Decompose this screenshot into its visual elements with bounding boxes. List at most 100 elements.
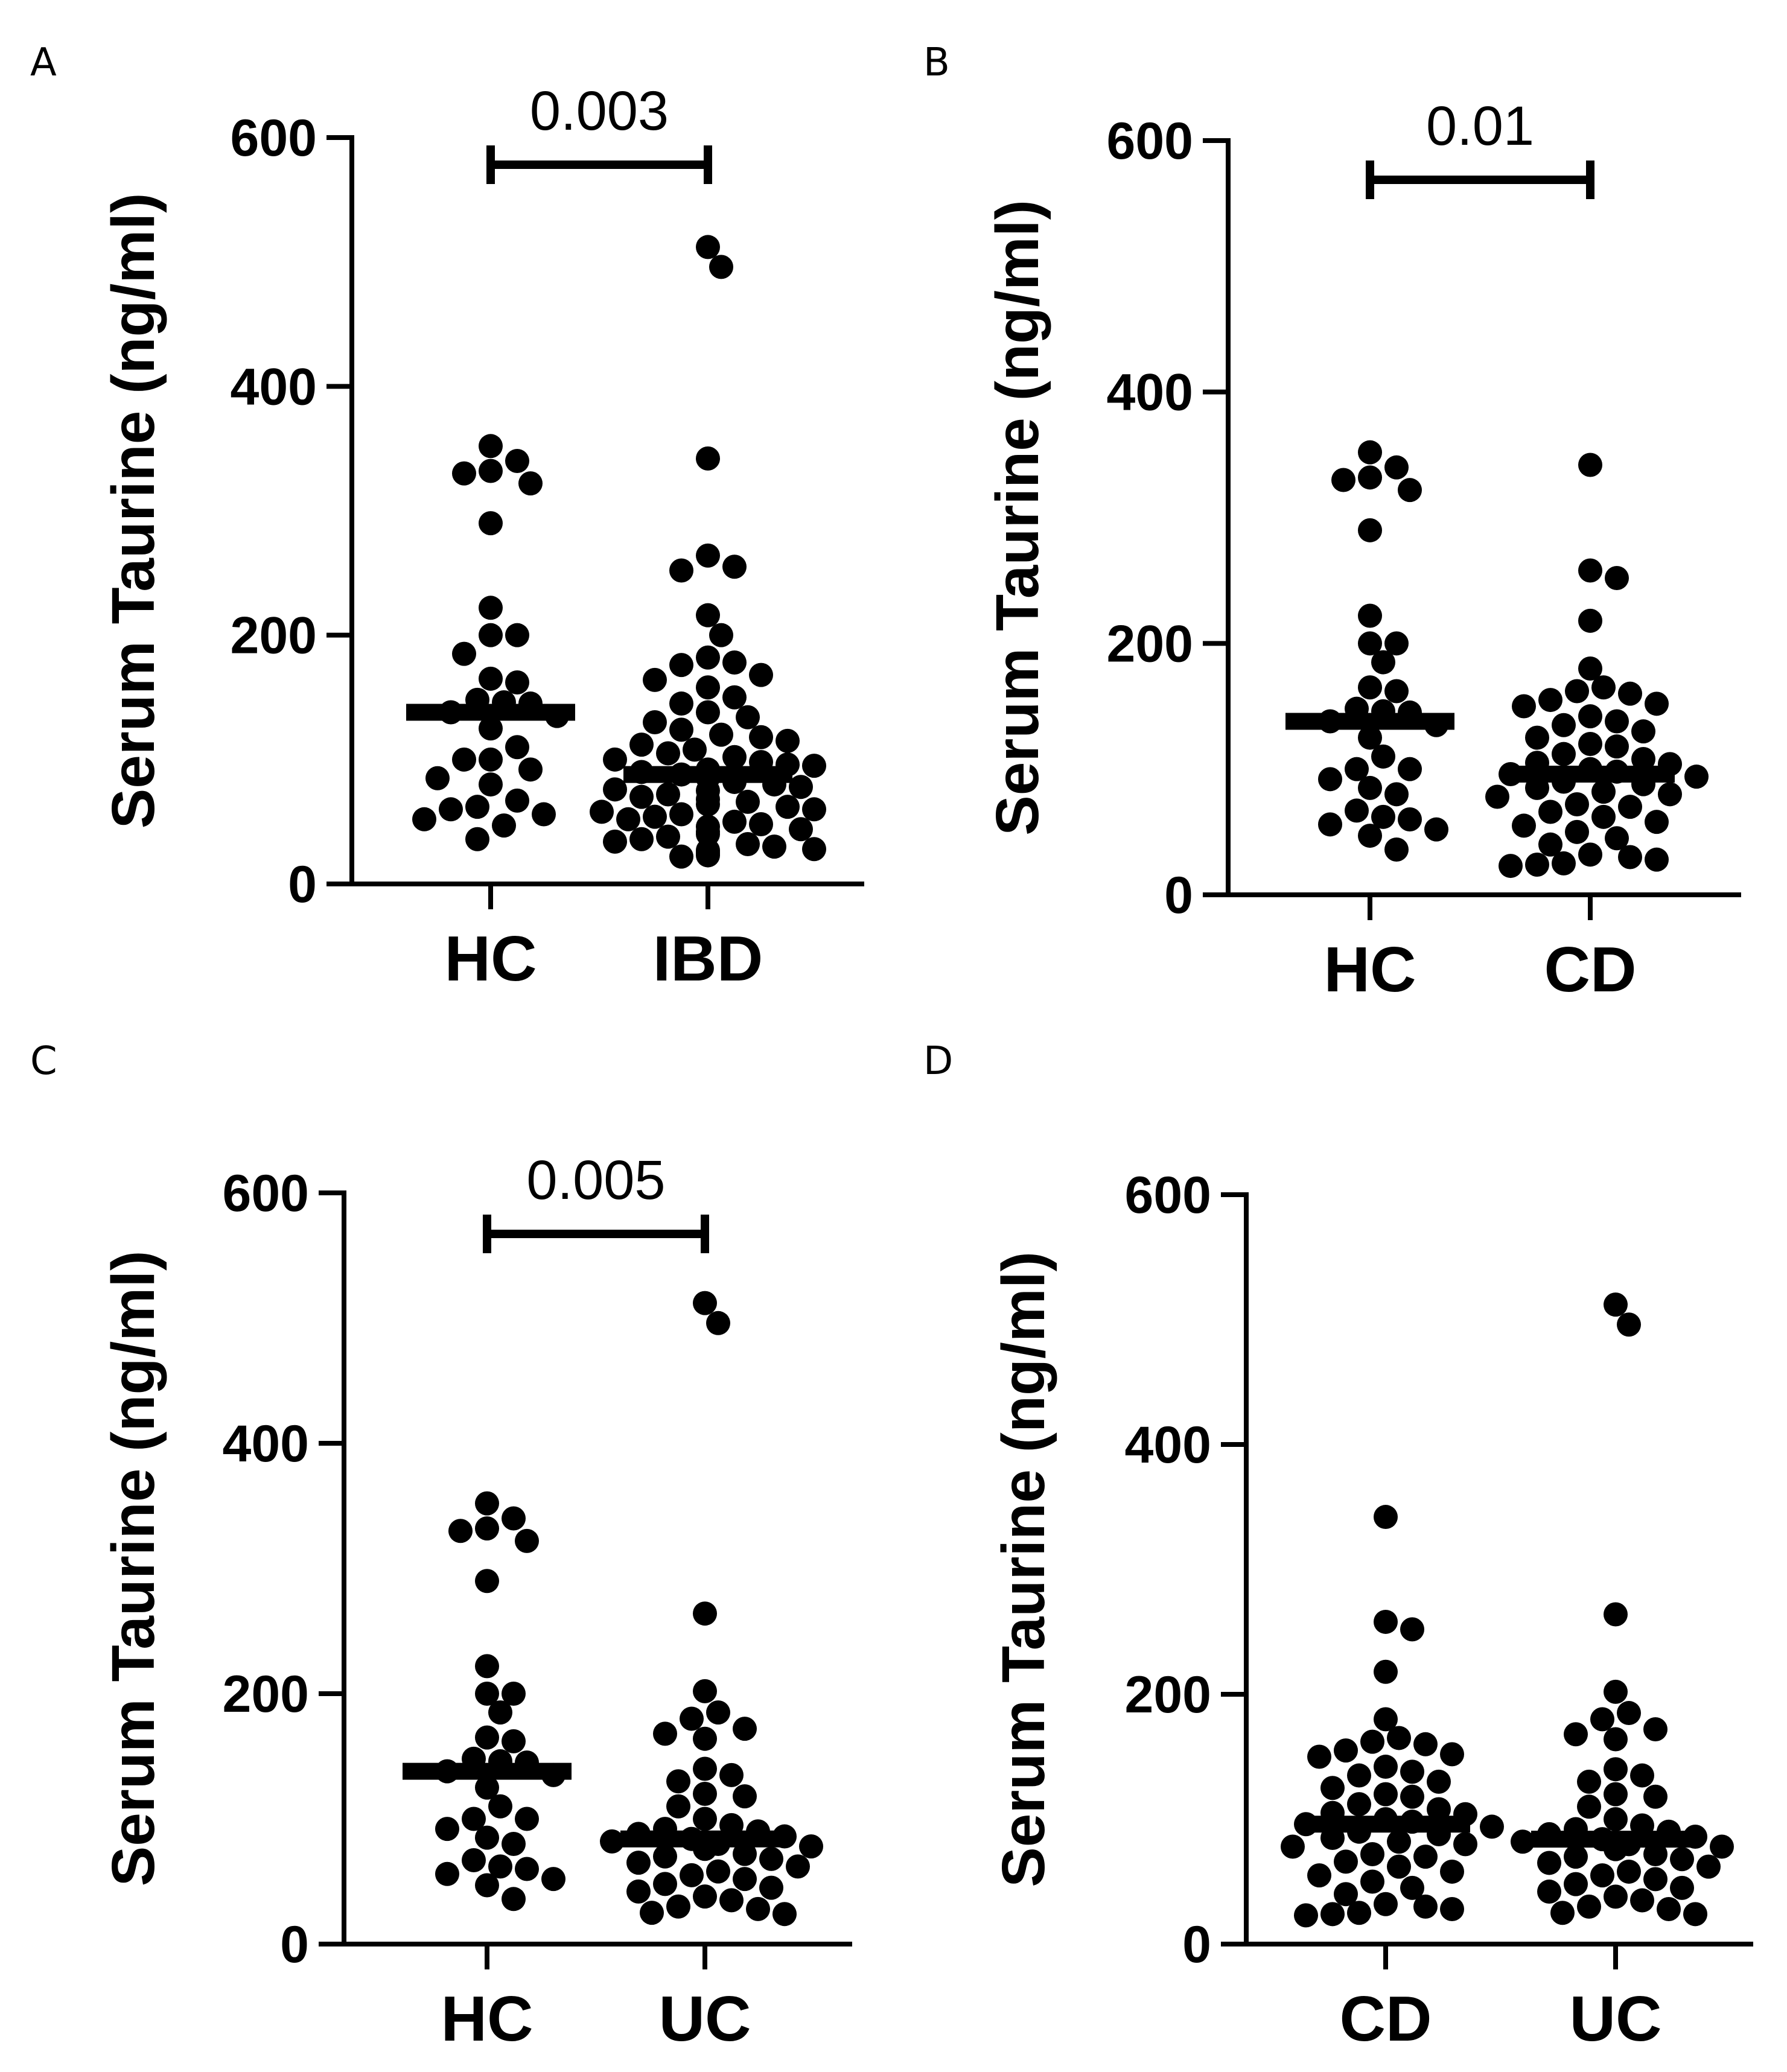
y-tick-label: 0 xyxy=(288,856,317,914)
data-point xyxy=(1485,784,1509,809)
data-point xyxy=(1387,1726,1411,1750)
data-point xyxy=(789,775,813,799)
data-point xyxy=(746,1896,770,1921)
data-point xyxy=(1384,837,1409,862)
data-point xyxy=(693,1807,717,1831)
data-point xyxy=(722,809,747,834)
data-point xyxy=(696,700,720,725)
data-point xyxy=(439,797,463,822)
data-point xyxy=(693,1291,717,1315)
data-point xyxy=(709,255,733,279)
data-point xyxy=(603,829,627,854)
data-point xyxy=(656,824,680,849)
data-point xyxy=(1427,1797,1451,1822)
p-value-label: 0.005 xyxy=(526,1149,665,1211)
data-point xyxy=(666,1769,690,1794)
data-point xyxy=(475,1654,499,1679)
data-point xyxy=(643,804,667,829)
data-point xyxy=(518,471,543,496)
data-point xyxy=(1398,478,1422,503)
data-point xyxy=(462,1807,486,1831)
data-point xyxy=(693,1679,717,1703)
data-point xyxy=(479,716,503,741)
series-hc xyxy=(412,434,569,851)
data-point xyxy=(1374,1755,1398,1779)
data-point xyxy=(799,1834,823,1859)
y-tick-label: 400 xyxy=(1125,1416,1212,1474)
data-point xyxy=(502,1887,526,1912)
data-point xyxy=(696,235,720,259)
data-point xyxy=(488,1794,512,1819)
data-point xyxy=(1538,799,1562,824)
data-point xyxy=(653,1721,677,1746)
data-point xyxy=(643,667,667,692)
data-point xyxy=(733,1867,757,1892)
data-point xyxy=(776,795,800,819)
data-point xyxy=(435,1861,459,1886)
x-tick-label: IBD xyxy=(653,923,763,994)
data-point xyxy=(1605,734,1629,759)
data-point xyxy=(505,735,529,760)
data-point xyxy=(666,1794,690,1819)
data-point xyxy=(1384,455,1409,480)
data-point xyxy=(1578,704,1602,729)
data-point xyxy=(1358,465,1382,490)
data-point xyxy=(1578,608,1602,633)
data-point xyxy=(1374,1659,1398,1684)
data-point xyxy=(680,1863,704,1887)
data-point xyxy=(719,1888,744,1913)
data-point xyxy=(1591,804,1616,829)
data-point xyxy=(1358,603,1382,628)
data-point xyxy=(1618,795,1642,819)
data-point xyxy=(1552,851,1576,876)
data-point xyxy=(515,1857,539,1881)
data-point xyxy=(1424,817,1448,842)
series-hc xyxy=(435,1491,565,1912)
data-point xyxy=(1427,1769,1451,1794)
data-point xyxy=(1578,842,1602,867)
data-point xyxy=(802,837,826,862)
x-tick-label: UC xyxy=(658,1983,751,2055)
y-axis-title: Serum Taurine (ng/ml) xyxy=(990,1251,1057,1887)
data-point xyxy=(1281,1834,1305,1859)
data-point xyxy=(1578,558,1602,583)
y-tick-label: 400 xyxy=(223,1415,310,1473)
data-point xyxy=(656,741,680,766)
data-point xyxy=(600,1829,624,1854)
data-point xyxy=(669,558,693,583)
data-point xyxy=(1400,1617,1424,1642)
x-tick-label: CD xyxy=(1544,934,1636,1005)
data-point xyxy=(709,722,733,747)
data-point xyxy=(629,827,654,851)
panel-a: A Serum Taurine (ng/ml) 0 200 400 600 HC IBD 0.0… xyxy=(30,40,864,994)
data-point xyxy=(1643,1867,1668,1892)
data-point xyxy=(669,691,693,716)
data-point xyxy=(1658,782,1682,807)
data-point xyxy=(502,1682,526,1706)
data-point xyxy=(1538,832,1562,857)
x-tick-label: HC xyxy=(441,1983,533,2055)
data-point xyxy=(789,817,813,842)
p-value-label: 0.01 xyxy=(1426,95,1534,157)
data-point xyxy=(1645,810,1669,834)
data-point xyxy=(722,745,747,769)
data-point xyxy=(1294,1903,1318,1928)
data-point xyxy=(1565,792,1589,816)
data-point xyxy=(736,705,760,729)
data-point xyxy=(1605,709,1629,734)
data-point xyxy=(706,1859,730,1884)
data-point xyxy=(1374,1707,1398,1732)
data-point xyxy=(1577,1769,1601,1794)
data-point xyxy=(1670,1847,1694,1872)
data-point xyxy=(479,511,503,536)
data-point xyxy=(1577,1794,1601,1819)
data-point xyxy=(1358,440,1382,465)
x-tick-label: HC xyxy=(444,923,537,994)
y-tick-label: 0 xyxy=(1164,866,1193,924)
y-tick-label: 400 xyxy=(1107,364,1194,422)
data-point xyxy=(1347,1792,1371,1817)
data-point xyxy=(1384,679,1409,704)
data-point xyxy=(502,1832,526,1856)
data-point xyxy=(749,725,773,749)
